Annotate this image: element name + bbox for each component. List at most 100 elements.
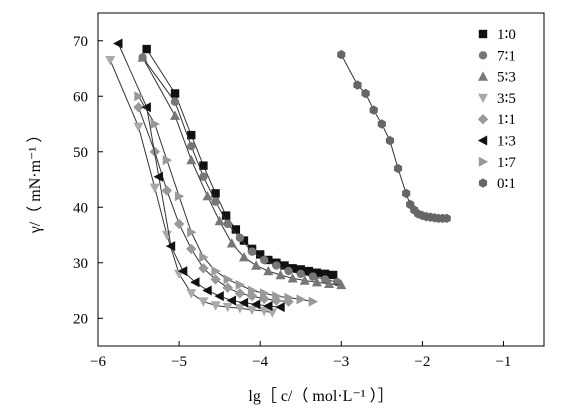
data-point bbox=[105, 56, 116, 66]
data-point bbox=[260, 255, 269, 265]
legend-marker bbox=[478, 51, 488, 60]
x-tick-label: −5 bbox=[171, 354, 187, 370]
data-point bbox=[214, 215, 225, 226]
data-point bbox=[170, 97, 180, 107]
legend-marker bbox=[477, 114, 489, 125]
legend-marker bbox=[478, 29, 488, 39]
data-point bbox=[287, 273, 298, 283]
legend-item: 1∶1 bbox=[477, 112, 516, 128]
data-point bbox=[210, 301, 221, 311]
data-point bbox=[133, 122, 144, 132]
legend-item: 7∶1 bbox=[478, 48, 516, 64]
data-point bbox=[324, 278, 335, 288]
series-line bbox=[340, 54, 447, 219]
data-point bbox=[267, 308, 278, 318]
data-point bbox=[211, 189, 220, 198]
data-point bbox=[402, 188, 411, 199]
data-point bbox=[377, 119, 386, 129]
data-point bbox=[226, 295, 236, 306]
plot-frame bbox=[97, 12, 545, 347]
data-point bbox=[174, 191, 185, 202]
data-point bbox=[263, 265, 274, 276]
data-point bbox=[238, 297, 249, 308]
data-point bbox=[190, 277, 200, 288]
data-point bbox=[199, 161, 208, 170]
y-tick-label: 60 bbox=[73, 89, 88, 105]
data-point bbox=[308, 272, 318, 281]
data-point bbox=[210, 274, 221, 285]
data-point bbox=[247, 305, 258, 316]
legend-item: 3∶5 bbox=[478, 91, 516, 107]
y-tick-label: 20 bbox=[73, 311, 88, 327]
x-tick-label: −1 bbox=[495, 354, 511, 370]
series-6 bbox=[113, 38, 285, 313]
data-point bbox=[162, 155, 173, 166]
data-point bbox=[198, 297, 209, 307]
x-tick-label: −2 bbox=[414, 354, 430, 370]
data-point bbox=[222, 302, 233, 313]
data-point bbox=[223, 219, 232, 229]
legend-label: 1∶0 bbox=[497, 27, 516, 43]
data-point bbox=[211, 197, 220, 206]
data-point bbox=[299, 275, 310, 285]
y-tick-label: 40 bbox=[73, 200, 88, 216]
legend-label: 1∶7 bbox=[497, 155, 516, 171]
data-point bbox=[170, 110, 180, 120]
x-tick-label: −6 bbox=[90, 354, 106, 370]
data-point bbox=[312, 268, 322, 277]
data-point bbox=[202, 285, 212, 296]
data-point bbox=[385, 135, 394, 146]
legend-item: 1∶7 bbox=[478, 155, 516, 171]
data-point bbox=[153, 171, 163, 182]
data-point bbox=[239, 236, 249, 245]
x-tick-label: −3 bbox=[333, 354, 349, 370]
legend-item: 0∶1 bbox=[478, 176, 516, 192]
data-point bbox=[336, 279, 347, 290]
data-point bbox=[284, 292, 294, 303]
data-point bbox=[186, 243, 197, 255]
data-point bbox=[250, 299, 261, 310]
data-point bbox=[272, 291, 282, 302]
data-point bbox=[304, 266, 314, 276]
series-layer bbox=[105, 38, 451, 318]
data-point bbox=[353, 80, 362, 90]
data-point bbox=[247, 285, 258, 296]
legend-label: 1∶3 bbox=[497, 134, 516, 150]
data-point bbox=[187, 142, 196, 151]
data-point bbox=[235, 279, 246, 290]
data-point bbox=[235, 233, 245, 242]
data-point bbox=[320, 269, 330, 279]
legend: 1∶0 7∶1 5∶3 3∶5 1∶1 1∶3 1∶7 0∶1 bbox=[477, 27, 516, 192]
data-point bbox=[202, 191, 213, 201]
legend-marker bbox=[478, 93, 488, 104]
data-point bbox=[198, 263, 209, 274]
data-point bbox=[328, 270, 338, 280]
legend-marker bbox=[478, 156, 489, 167]
data-point bbox=[173, 218, 185, 230]
legend-item: 1∶3 bbox=[477, 134, 516, 150]
data-point bbox=[150, 119, 160, 129]
data-point bbox=[170, 89, 180, 98]
legend-label: 0∶1 bbox=[497, 176, 516, 192]
data-point bbox=[442, 213, 451, 223]
data-point bbox=[177, 266, 188, 277]
data-point bbox=[320, 275, 330, 284]
data-point bbox=[226, 238, 237, 248]
data-point bbox=[308, 296, 319, 307]
data-point bbox=[186, 289, 197, 299]
data-point bbox=[186, 154, 197, 165]
legend-item: 5∶3 bbox=[478, 70, 516, 86]
x-axis-label: lg［ c/（ mol·L⁻¹ ）］ bbox=[248, 387, 393, 405]
series-8 bbox=[337, 49, 451, 223]
series-7 bbox=[134, 91, 319, 307]
data-point bbox=[361, 88, 370, 99]
data-point bbox=[134, 91, 144, 102]
data-point bbox=[280, 261, 289, 270]
data-point bbox=[165, 241, 176, 252]
legend-label: 3∶5 bbox=[497, 91, 516, 107]
series-3 bbox=[137, 52, 347, 290]
data-point bbox=[161, 185, 173, 196]
data-point bbox=[275, 269, 286, 280]
data-point bbox=[223, 274, 233, 285]
